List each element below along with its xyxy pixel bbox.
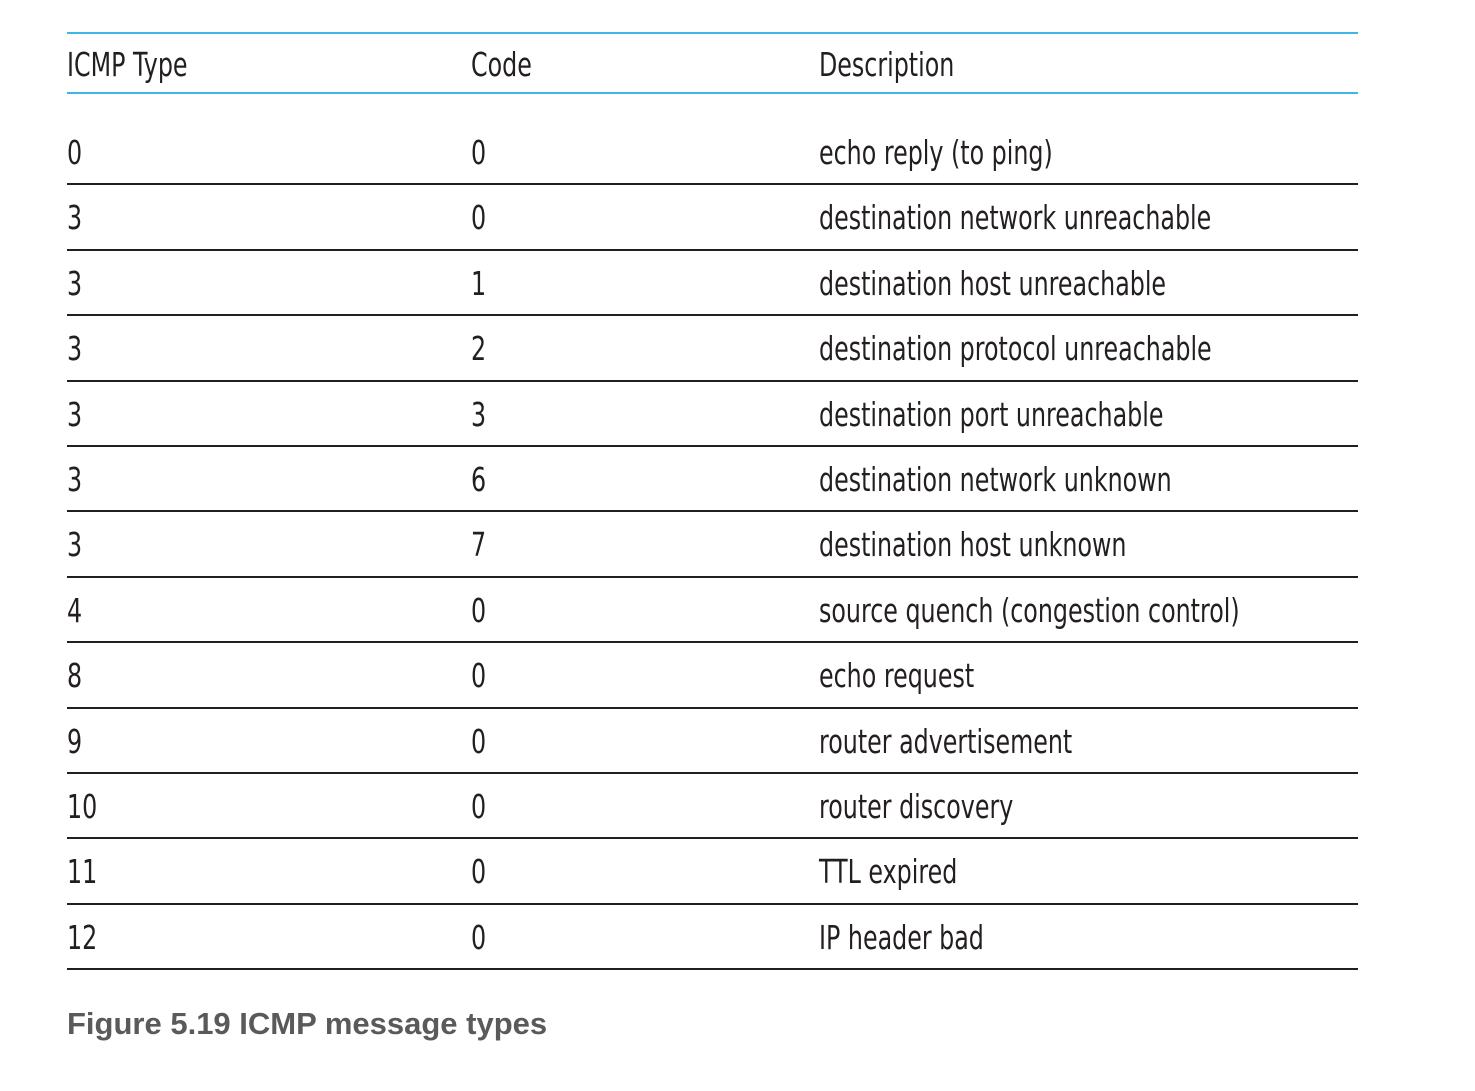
- table-header-row: ICMP Type Code Description: [67, 34, 1358, 92]
- cell-code: 6: [471, 459, 487, 499]
- table-row: 0 0 echo reply (to ping): [67, 120, 1358, 186]
- table-body: 0 0 echo reply (to ping) 3 0 destination netw…: [67, 120, 1358, 971]
- cell-description: source quench (congestion control): [819, 590, 1240, 630]
- table-row: 9 0 router advertisement: [67, 709, 1358, 774]
- cell-icmp-type: 4: [67, 590, 83, 630]
- cell-code: 0: [471, 852, 487, 892]
- table-row: 3 1 destination host unreachable: [67, 251, 1358, 317]
- cell-description: destination host unknown: [819, 525, 1127, 565]
- table-row: 8 0 echo request: [67, 643, 1358, 709]
- cell-code: 0: [471, 917, 487, 957]
- cell-description: router advertisement: [819, 721, 1073, 761]
- cell-description: destination protocol unreachable: [819, 329, 1212, 369]
- table-row: 3 2 destination protocol unreachable: [67, 316, 1358, 382]
- cell-icmp-type: 3: [67, 198, 83, 238]
- cell-icmp-type: 11: [67, 852, 98, 892]
- table-row: 11 0 TTL expired: [67, 839, 1358, 905]
- cell-description: IP header bad: [819, 917, 984, 957]
- table-row: 12 0 IP header bad: [67, 905, 1358, 971]
- table-row: 3 0 destination network unreachable: [67, 185, 1358, 251]
- header-code: Code: [471, 45, 532, 84]
- header-description: Description: [819, 45, 955, 84]
- cell-icmp-type: 12: [67, 917, 98, 957]
- icmp-table: ICMP Type Code Description 0 0 echo reply …: [67, 32, 1358, 971]
- cell-description: echo request: [819, 656, 975, 696]
- cell-code: 1: [471, 263, 487, 303]
- table-row: 3 6 destination network unknown: [67, 447, 1358, 513]
- cell-description: destination port unreachable: [819, 394, 1164, 434]
- cell-code: 0: [471, 198, 487, 238]
- cell-description: destination network unreachable: [819, 198, 1212, 238]
- cell-code: 0: [471, 133, 487, 172]
- cell-code: 0: [471, 786, 487, 826]
- figure-caption: Figure 5.19 ICMP message types: [67, 1006, 548, 1041]
- cell-icmp-type: 3: [67, 394, 83, 434]
- cell-icmp-type: 9: [67, 721, 83, 761]
- cell-icmp-type: 10: [67, 786, 98, 826]
- cell-description: echo reply (to ping): [819, 133, 1053, 172]
- cell-icmp-type: 3: [67, 459, 83, 499]
- cell-icmp-type: 0: [67, 133, 83, 172]
- cell-icmp-type: 3: [67, 329, 83, 369]
- table-top-rule: [67, 32, 1358, 34]
- cell-code: 3: [471, 394, 487, 434]
- table-spacer: [67, 94, 1358, 120]
- table-row: 4 0 source quench (congestion control): [67, 578, 1358, 644]
- table-row: 3 3 destination port unreachable: [67, 382, 1358, 447]
- cell-code: 7: [471, 525, 487, 565]
- cell-description: TTL expired: [819, 852, 958, 892]
- cell-code: 0: [471, 590, 487, 630]
- cell-code: 2: [471, 329, 487, 369]
- cell-code: 0: [471, 656, 487, 696]
- table-row: 3 7 destination host unknown: [67, 512, 1358, 578]
- cell-icmp-type: 3: [67, 263, 83, 303]
- cell-icmp-type: 3: [67, 525, 83, 565]
- cell-description: router discovery: [819, 786, 1014, 826]
- table-header-rule: [67, 92, 1358, 94]
- cell-icmp-type: 8: [67, 656, 83, 696]
- cell-code: 0: [471, 721, 487, 761]
- table-row: 10 0 router discovery: [67, 774, 1358, 840]
- header-icmp-type: ICMP Type: [67, 45, 188, 84]
- cell-description: destination network unknown: [819, 459, 1172, 499]
- cell-description: destination host unreachable: [819, 263, 1167, 303]
